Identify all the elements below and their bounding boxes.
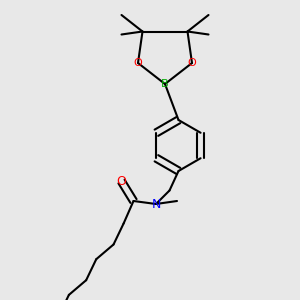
Text: O: O [117, 175, 126, 188]
Text: B: B [161, 79, 169, 89]
Text: O: O [188, 58, 196, 68]
Text: N: N [151, 197, 161, 211]
Text: O: O [134, 58, 142, 68]
